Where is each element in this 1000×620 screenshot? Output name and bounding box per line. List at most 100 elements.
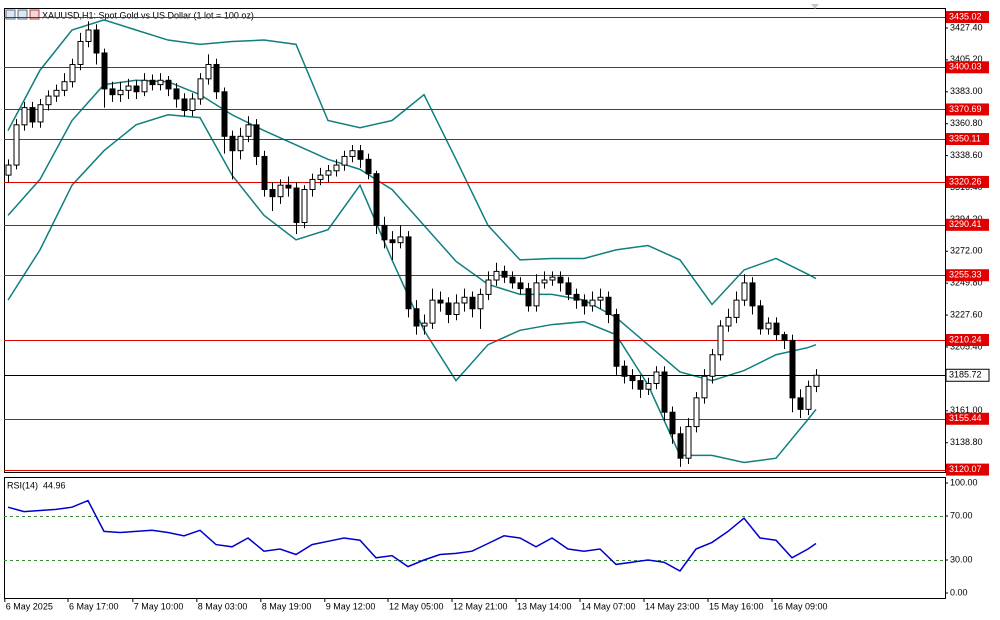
candle-body bbox=[373, 173, 380, 226]
candle-body bbox=[813, 374, 820, 387]
rsi-label: RSI(14) bbox=[7, 480, 38, 490]
candle-body bbox=[533, 282, 540, 307]
candle-body bbox=[693, 397, 700, 428]
candle-body bbox=[461, 296, 468, 304]
rsi-y-tick-label: 100.00 bbox=[950, 477, 978, 487]
candle-body bbox=[621, 365, 628, 377]
candle-body bbox=[365, 158, 372, 175]
x-tick-label: 6 May 2025 bbox=[6, 601, 53, 611]
candle-body bbox=[773, 322, 780, 336]
candle-body bbox=[677, 433, 684, 459]
rsi-y-tick-label: 30.00 bbox=[950, 554, 973, 564]
x-tick-label: 14 May 23:00 bbox=[645, 601, 700, 611]
candle-body bbox=[589, 299, 596, 307]
candle-body bbox=[629, 375, 636, 382]
y-tick-label: 3161.00 bbox=[950, 405, 983, 415]
candle-body bbox=[205, 63, 212, 80]
candle-body bbox=[741, 282, 748, 301]
rsi-value: 44.96 bbox=[43, 480, 66, 490]
level-label: 3400.03 bbox=[949, 62, 982, 72]
candle-body bbox=[605, 296, 612, 316]
level-label: 3210.24 bbox=[949, 334, 982, 344]
level-label-box bbox=[946, 175, 989, 188]
level-label-box bbox=[946, 334, 989, 347]
rsi-y-tick-label: 70.00 bbox=[950, 510, 973, 520]
candle-body bbox=[413, 308, 420, 327]
candle-body bbox=[277, 184, 284, 198]
candle-body bbox=[45, 95, 52, 106]
candle-body bbox=[725, 316, 732, 327]
candle-body bbox=[789, 339, 796, 399]
scroll-marker bbox=[811, 4, 819, 9]
candle-body bbox=[109, 88, 116, 96]
candle-body bbox=[101, 52, 108, 90]
candle-body bbox=[701, 375, 708, 399]
candle-body bbox=[501, 270, 508, 278]
rsi-y-tick-label: 0.00 bbox=[950, 587, 968, 597]
candle-body bbox=[733, 299, 740, 318]
candle-body bbox=[389, 239, 396, 244]
candle-body bbox=[749, 282, 756, 307]
level-label-box bbox=[946, 11, 989, 24]
candle-body bbox=[717, 325, 724, 356]
candle-body bbox=[173, 88, 180, 100]
candle-body bbox=[597, 296, 604, 301]
level-label-box bbox=[946, 218, 989, 231]
candle-body bbox=[485, 279, 492, 295]
y-tick-label: 3138.80 bbox=[950, 437, 983, 447]
y-tick-label: 3249.80 bbox=[950, 278, 983, 288]
level-label: 3350.11 bbox=[949, 133, 981, 143]
candle-body bbox=[469, 296, 476, 310]
x-tick-label: 7 May 10:00 bbox=[134, 601, 184, 611]
candle-body bbox=[549, 276, 556, 281]
level-label-box bbox=[946, 463, 989, 476]
candle-body bbox=[285, 184, 292, 189]
candle-body bbox=[653, 371, 660, 384]
candle-body bbox=[149, 79, 156, 86]
candle-body bbox=[405, 236, 412, 310]
last-price-label: 3185.72 bbox=[949, 370, 982, 380]
candle-body bbox=[165, 79, 172, 90]
level-label: 3320.26 bbox=[949, 176, 982, 186]
candle-body bbox=[333, 164, 340, 172]
candle-body bbox=[509, 276, 516, 284]
level-label-box bbox=[946, 61, 989, 74]
y-tick-label: 3294.20 bbox=[950, 214, 983, 224]
candle-body bbox=[93, 29, 100, 54]
candle-body bbox=[493, 270, 500, 281]
level-label: 3255.33 bbox=[949, 270, 982, 280]
x-tick-label: 8 May 03:00 bbox=[198, 601, 248, 611]
candle-body bbox=[541, 279, 548, 284]
x-tick-label: 16 May 09:00 bbox=[773, 601, 828, 611]
x-tick-label: 13 May 14:00 bbox=[517, 601, 572, 611]
candle-body bbox=[37, 104, 44, 123]
y-tick-label: 3360.80 bbox=[950, 118, 983, 128]
level-label: 3120.07 bbox=[949, 464, 982, 474]
candle-body bbox=[269, 188, 276, 198]
candle-body bbox=[117, 89, 124, 96]
candle-body bbox=[429, 299, 436, 324]
x-tick-label: 8 May 19:00 bbox=[262, 601, 312, 611]
candle-body bbox=[781, 334, 788, 341]
candle-body bbox=[229, 135, 236, 152]
candle-body bbox=[565, 282, 572, 295]
candle-body bbox=[125, 85, 132, 91]
x-tick-label: 12 May 05:00 bbox=[389, 601, 444, 611]
candle-body bbox=[157, 79, 164, 86]
level-label: 3290.41 bbox=[949, 219, 982, 229]
candle-body bbox=[245, 124, 252, 137]
level-label-box bbox=[946, 103, 989, 116]
candle-body bbox=[581, 299, 588, 307]
candle-body bbox=[61, 81, 68, 91]
candle-body bbox=[669, 411, 676, 435]
candle-body bbox=[189, 98, 196, 111]
candle-body bbox=[477, 293, 484, 310]
candle-body bbox=[757, 305, 764, 330]
x-tick-label: 15 May 16:00 bbox=[709, 601, 764, 611]
candle-body bbox=[709, 354, 716, 377]
candle-body bbox=[293, 187, 300, 224]
candle-body bbox=[213, 63, 220, 93]
candle-body bbox=[557, 276, 564, 284]
candle-body bbox=[805, 385, 812, 410]
candle-body bbox=[357, 150, 364, 160]
